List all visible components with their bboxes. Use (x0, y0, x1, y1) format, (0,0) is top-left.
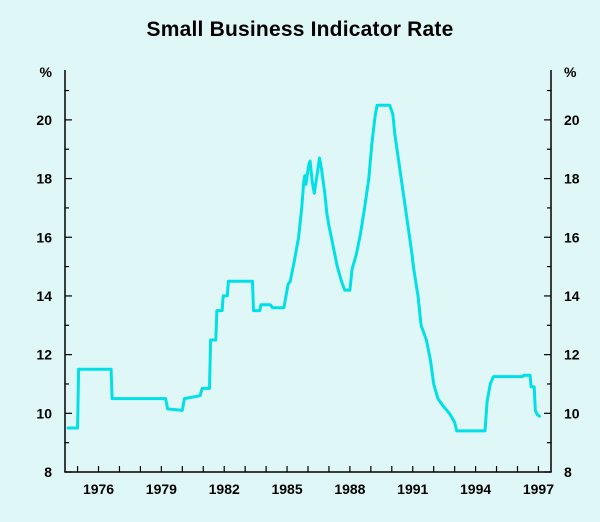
y-axis-tick-label: 16 (564, 229, 580, 245)
chart-title: Small Business Indicator Rate (146, 18, 454, 41)
y-axis-tick-label: 8 (44, 464, 52, 480)
y-axis-tick-label: 18 (36, 171, 52, 187)
y-axis-tick-label: 16 (36, 229, 52, 245)
y-axis-tick-label: 20 (564, 112, 580, 128)
x-axis-tick-label: 1997 (523, 481, 554, 497)
y-axis-unit-label: % (564, 64, 577, 80)
x-axis-tick-label: 1976 (83, 481, 114, 497)
x-axis-tick-label: 1991 (397, 481, 428, 497)
x-axis-tick-label: 1994 (460, 481, 491, 497)
x-axis-tick-label: 1979 (146, 481, 177, 497)
y-axis-tick-label: 12 (36, 347, 52, 363)
y-axis-tick-label: 14 (36, 288, 52, 304)
y-axis-tick-label: 20 (36, 112, 52, 128)
y-axis-tick-label: 8 (564, 464, 572, 480)
y-axis-tick-label: 10 (564, 405, 580, 421)
x-axis-tick-label: 1985 (271, 481, 302, 497)
y-axis-tick-label: 14 (564, 288, 580, 304)
indicator-rate-line (66, 103, 541, 433)
y-axis-tick-label: 12 (564, 347, 580, 363)
y-axis-unit-label: % (40, 64, 53, 80)
y-axis-tick-label: 10 (36, 405, 52, 421)
x-axis-tick-label: 1988 (334, 481, 365, 497)
y-axis-tick-label: 18 (564, 171, 580, 187)
x-axis-tick-label: 1982 (209, 481, 240, 497)
